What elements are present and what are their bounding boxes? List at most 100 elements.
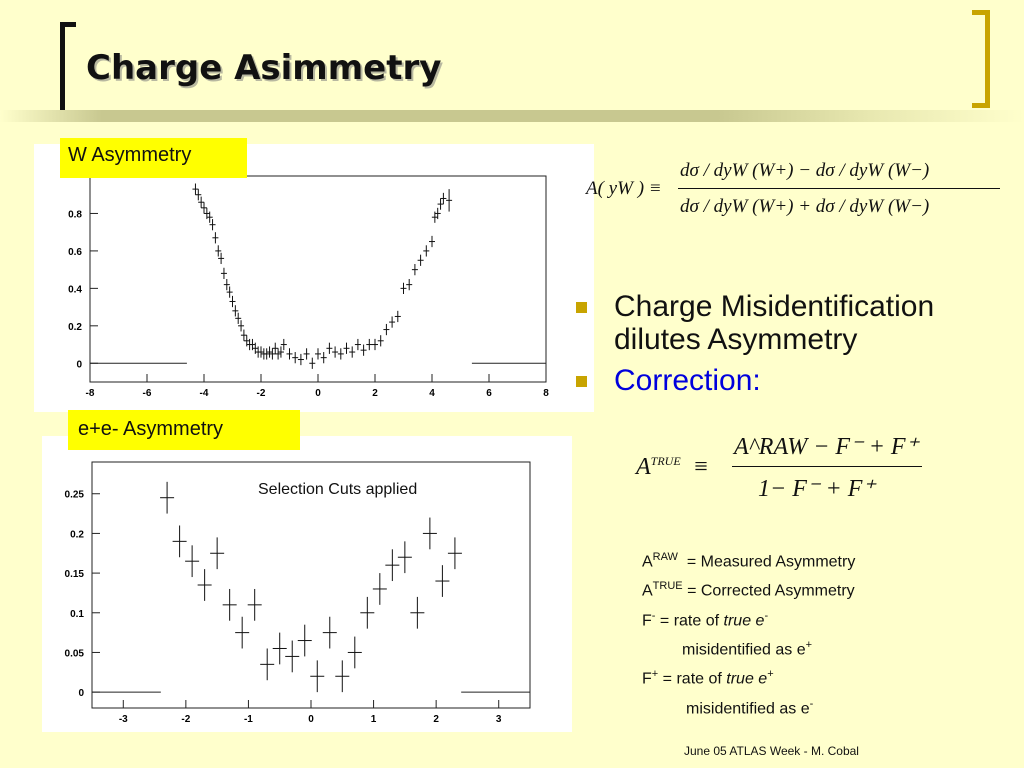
ee-asymmetry-plot: -3 -2 -1 0 1 2 3 0 0.05 0.1 0.15 0.2 0.25 Selection C…: [42, 436, 572, 732]
data-point: [198, 196, 205, 208]
data-point: [326, 342, 333, 354]
y-tick-label: 0.8: [68, 209, 82, 220]
x-tick-label: -8: [86, 388, 95, 399]
data-point: [315, 348, 321, 360]
formula1-fraction-line: [678, 188, 1000, 189]
a-true-text: = Corrected Asymmetry: [687, 582, 855, 600]
bullet-text: Correction:: [614, 364, 761, 397]
title-bracket-right: [972, 10, 990, 108]
data-point: [272, 632, 287, 665]
y-tick-label: 0.15: [65, 569, 85, 580]
data-point: [400, 282, 407, 294]
data-point: [240, 329, 247, 341]
data-point: [397, 541, 412, 574]
x-tick-label: 0: [315, 388, 321, 399]
data-point: [411, 264, 418, 276]
data-point: [437, 198, 444, 210]
data-point: [172, 525, 187, 558]
data-point: [343, 342, 350, 354]
data-point: [354, 338, 361, 351]
data-point: [360, 344, 367, 356]
data-point: [235, 312, 242, 324]
formula1-lhs: A( yW ) ≡: [586, 178, 662, 199]
y-tick-label: 0.2: [68, 322, 82, 333]
data-point: [347, 636, 362, 669]
definition-f-minus: F- = rate of true e-: [642, 609, 769, 629]
y-tick-label: 0: [78, 688, 84, 699]
data-point: [309, 357, 316, 369]
title-underline-bar: [0, 110, 1024, 122]
w-asymmetry-svg: -8 -6 -4 -2 0 2 4 6 8 0 0.2 0.4 0.6 0.8: [68, 175, 549, 399]
data-point: [385, 549, 400, 582]
formula2-lhs: ATRUE ≡: [636, 454, 709, 481]
data-point: [238, 320, 245, 332]
bullet-square-icon: [576, 302, 587, 313]
x-tick-label: 2: [433, 714, 439, 725]
data-point: [275, 348, 282, 360]
data-point: [212, 232, 219, 244]
formula2-equiv: ≡: [692, 454, 709, 480]
data-point: [410, 596, 425, 629]
data-point: [232, 305, 239, 317]
selection-cuts-annotation: Selection Cuts applied: [258, 481, 417, 498]
ee-asymmetry-label: e+e- Asymmetry: [68, 410, 300, 450]
data-point: [195, 189, 202, 201]
x-tick-label: -3: [119, 714, 128, 725]
data-point: [349, 346, 356, 358]
y-tick-label: 0.25: [65, 490, 85, 501]
x-tick-label: 0: [308, 714, 314, 725]
data-point: [429, 235, 435, 248]
data-point: [322, 616, 337, 649]
data-point: [260, 648, 275, 681]
data-point: [223, 279, 230, 291]
data-point: [285, 640, 300, 673]
data-point: [222, 588, 237, 621]
y-tick-label: 0: [76, 359, 82, 370]
x-tick-label: 2: [372, 388, 378, 399]
symbol-definitions: ARAW = Measured Asymmetry ATRUE = Correc…: [642, 545, 855, 721]
data-point: [263, 348, 270, 360]
w-asymmetry-plot: -8 -6 -4 -2 0 2 4 6 8 0 0.2 0.4 0.6 0.8: [34, 144, 594, 412]
data-point: [229, 295, 236, 308]
data-point: [272, 342, 279, 354]
data-point: [337, 348, 344, 360]
data-point: [160, 481, 175, 514]
data-point: [235, 616, 250, 649]
data-point: [406, 279, 413, 291]
x-tick-label: -2: [257, 388, 266, 399]
x-tick-label: -1: [244, 714, 253, 725]
a-raw-sup: RAW: [652, 551, 678, 563]
data-point: [446, 189, 453, 212]
data-point: [434, 207, 441, 220]
data-point: [417, 254, 424, 266]
slide-title: Charge Asimmetry: [86, 48, 442, 88]
plot-frame: [91, 461, 531, 709]
y-tick-label: 0.4: [68, 284, 82, 295]
data-point: [332, 346, 339, 358]
data-point: [303, 348, 310, 360]
data-point: [210, 537, 225, 570]
definition-f-minus-cont: misidentified as e+: [682, 638, 813, 659]
formula1-denominator: dσ / dyW (W+) + dσ / dyW (W−): [680, 196, 930, 217]
ee-asymmetry-svg: -3 -2 -1 0 1 2 3 0 0.05 0.1 0.15 0.2 0.25 Selection C…: [65, 461, 531, 725]
data-point: [206, 211, 213, 223]
data-point: [422, 517, 437, 550]
bullet-list: Charge Misidentification dilutes Asymmet…: [574, 290, 1024, 397]
data-point: [440, 192, 447, 205]
formula2-lhs-sup: TRUE: [650, 454, 681, 468]
data-point: [383, 323, 390, 336]
data-point: [320, 352, 327, 364]
data-point: [335, 660, 350, 693]
formula2-denominator: 1− F⁻ + F⁺: [758, 476, 876, 502]
data-point: [297, 624, 312, 657]
f-minus-em: true e: [723, 611, 765, 629]
y-tick-label: 0.05: [65, 648, 85, 659]
f-plus-text: = rate of: [662, 670, 722, 688]
data-point: [226, 286, 233, 298]
w-asymmetry-label: W Asymmetry: [60, 138, 247, 178]
x-tick-label: -2: [181, 714, 190, 725]
data-point: [389, 316, 396, 328]
formula2-lhs-base: A: [636, 454, 651, 480]
x-tick-label: 8: [543, 388, 549, 399]
data-point: [366, 338, 373, 351]
